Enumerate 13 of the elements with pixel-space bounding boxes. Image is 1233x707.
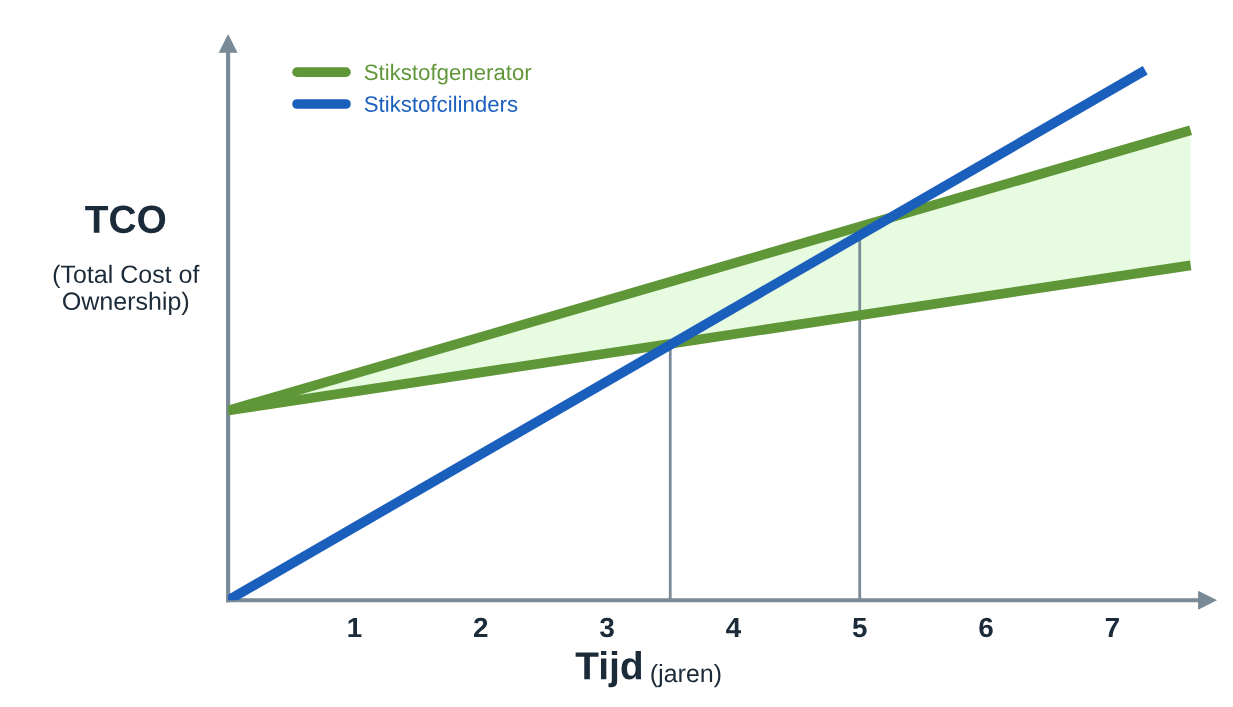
legend-label: Stikstofcilinders	[364, 95, 518, 112]
x-tick-label: 4	[726, 617, 741, 638]
x-axis-title: Tijd	[575, 650, 642, 688]
y-axis-title: TCO	[85, 205, 166, 234]
x-tick-label: 2	[473, 617, 488, 638]
x-tick-label: 3	[599, 617, 614, 638]
x-tick-label: 6	[979, 617, 993, 638]
x-tick-label: 1	[348, 617, 362, 638]
x-tick-label: 5	[852, 617, 867, 638]
x-tick-label: 7	[1105, 617, 1119, 638]
text: (Total Cost of Ownership)	[53, 264, 200, 315]
text: (jaren)	[651, 663, 721, 688]
legend-label: Stikstofgenerator	[364, 63, 532, 85]
